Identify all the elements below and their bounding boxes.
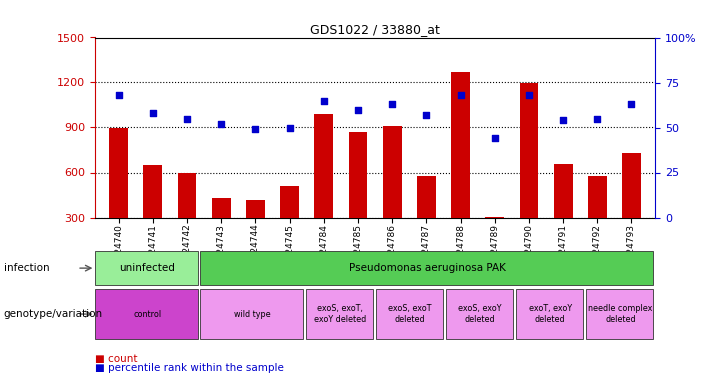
Bar (586, 289, 653, 339)
Bar (177, 172, 196, 262)
Text: wild type: wild type (234, 310, 271, 319)
Bar (200, 251, 653, 285)
Point (182, 116, 193, 122)
Text: exoS, exoT,
exoY deleted: exoS, exoT, exoY deleted (314, 304, 366, 324)
Bar (348, 132, 367, 262)
Bar (622, 153, 641, 262)
Point (215, 121, 226, 127)
Title: GDS1022 / 33880_at: GDS1022 / 33880_at (310, 23, 440, 36)
Text: exoT, exoY
deleted: exoT, exoY deleted (529, 304, 572, 324)
Bar (446, 289, 513, 339)
Bar (246, 200, 265, 262)
Bar (485, 217, 504, 262)
Text: exoS, exoY
deleted: exoS, exoY deleted (458, 304, 502, 324)
Text: needle complex
deleted: needle complex deleted (588, 304, 653, 324)
Bar (376, 289, 443, 339)
Point (592, 116, 603, 122)
Point (113, 92, 124, 98)
Bar (451, 72, 470, 262)
Bar (212, 198, 231, 262)
Text: ■ percentile rank within the sample: ■ percentile rank within the sample (95, 363, 283, 373)
Text: genotype/variation: genotype/variation (4, 309, 102, 319)
Point (147, 110, 158, 116)
Bar (383, 126, 402, 262)
Bar (314, 114, 333, 262)
Bar (588, 176, 606, 262)
Bar (519, 83, 538, 262)
Text: Pseudomonas aeruginosa PAK: Pseudomonas aeruginosa PAK (349, 263, 506, 273)
Point (524, 92, 535, 98)
Bar (516, 289, 583, 339)
Bar (95, 289, 198, 339)
Bar (417, 176, 436, 262)
Bar (144, 165, 162, 262)
Bar (554, 164, 573, 262)
Point (318, 98, 329, 104)
Bar (200, 289, 303, 339)
Point (353, 106, 364, 112)
Point (489, 135, 501, 141)
Bar (109, 128, 128, 262)
Bar (95, 251, 198, 285)
Bar (306, 289, 373, 339)
Bar (280, 186, 299, 262)
Point (557, 117, 569, 123)
Text: exoS, exoT
deleted: exoS, exoT deleted (388, 304, 432, 324)
Text: ■ count: ■ count (95, 354, 137, 364)
Point (626, 101, 637, 107)
Point (386, 101, 397, 107)
Point (284, 124, 295, 130)
Point (421, 112, 432, 118)
Text: control: control (133, 310, 161, 319)
Text: uninfected: uninfected (119, 263, 175, 273)
Point (455, 92, 466, 98)
Text: infection: infection (4, 263, 49, 273)
Point (250, 126, 261, 132)
